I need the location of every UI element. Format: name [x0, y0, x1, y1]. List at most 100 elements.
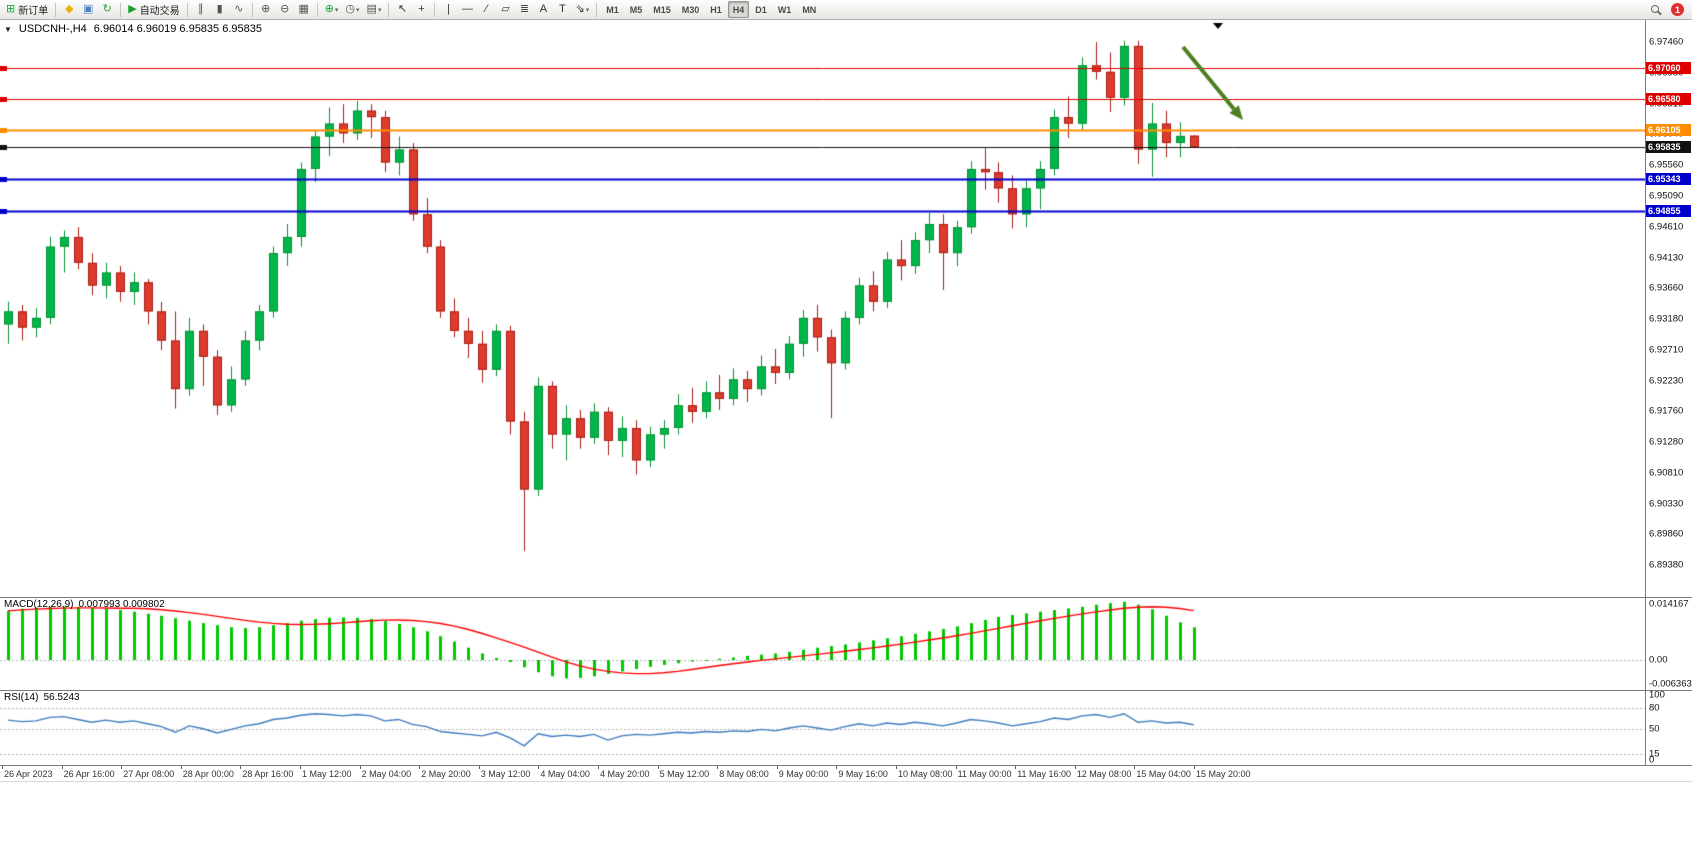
hline-price-tag: 6.97060	[1646, 61, 1691, 74]
time-axis-label: 5 May 12:00	[657, 766, 710, 779]
horizontal-line-icon: —	[461, 3, 473, 15]
rsi-axis-label: 15	[1649, 748, 1660, 760]
price-axis-label: 6.94130	[1649, 252, 1684, 264]
cursor-icon: ↖	[397, 3, 408, 15]
periods-button[interactable]: ◷ ▾	[342, 1, 362, 18]
timeframe-m5-button[interactable]: M5	[629, 4, 643, 15]
zoom-in-button[interactable]: ⊕	[257, 1, 275, 18]
toolbar-separator	[316, 2, 318, 17]
cursor-button[interactable]: ↖	[393, 1, 411, 18]
macd-axis[interactable]: 0.014167 0.00 -0.006363	[1645, 598, 1692, 690]
rsi-axis-label: 100	[1649, 689, 1665, 701]
time-axis-label: 11 May 00:00	[955, 766, 1012, 779]
timeframe-m1-button[interactable]: M1	[606, 4, 619, 15]
time-axis-label: 2 May 04:00	[359, 766, 412, 779]
rsi-canvas[interactable]	[0, 691, 1645, 765]
time-axis-label: 12 May 08:00	[1074, 766, 1132, 779]
search-button[interactable]	[1646, 1, 1670, 18]
candlestick-chart-button[interactable]: ▮	[211, 1, 229, 18]
indicators-button[interactable]: ⊕ ▾	[322, 1, 342, 18]
price-axis-label: 6.89860	[1649, 528, 1684, 540]
trendline-button[interactable]: ∕	[477, 1, 495, 18]
template-icon: ▤	[366, 3, 377, 15]
rsi-panel: RSI(14) 56.5243 100 80 50 15 0	[0, 689, 1692, 766]
templates-button[interactable]: ▤ ▾	[364, 1, 385, 18]
arrows-button[interactable]: ⇘ ▾	[572, 1, 592, 18]
hline-price-tag: 6.96580	[1646, 93, 1691, 105]
price-axis-label: 6.95560	[1649, 159, 1684, 171]
toolbar-separator	[434, 2, 436, 17]
time-axis-label: 4 May 04:00	[538, 766, 590, 779]
zoom-in-icon: ⊕	[261, 3, 271, 15]
macd-canvas[interactable]	[0, 598, 1645, 690]
text-label-button[interactable]: T	[553, 1, 571, 18]
clock-icon: ◷	[345, 3, 356, 15]
fibonacci-icon: ≣	[519, 3, 530, 15]
toolbar: ⊞ 新订单 ◆ ▣ ↻ ▶ 自动交易 ∥ ▮ ∿ ⊕ ⊖ ▦ ⊕ ▾ ◷ ▾ ▤ ▾ ↖ + | — ∕ ▱ ≣ A T ⇘ ▾ M1 M5 M…	[0, 0, 1692, 20]
price-axis-label: 6.91280	[1649, 436, 1684, 448]
time-axis-label: 28 Apr 16:00	[240, 766, 294, 779]
toolbar-separator	[55, 2, 57, 17]
refresh-button[interactable]: ↻	[98, 1, 116, 18]
new-order-button-label: 新订单	[18, 6, 49, 17]
timeframe-d1-button[interactable]: D1	[755, 4, 767, 15]
community-button[interactable]: ◆	[60, 1, 78, 18]
crosshair-icon: +	[418, 3, 425, 15]
hline-price-tag: 6.94855	[1646, 204, 1691, 217]
current-price-tag: 6.95835	[1646, 141, 1691, 154]
tile-windows-icon: ▦	[298, 3, 309, 15]
autotrading-button-label: 自动交易	[139, 6, 180, 17]
window-bottom-area	[0, 782, 1692, 852]
fibonacci-button[interactable]: ≣	[515, 1, 533, 18]
line-chart-button[interactable]: ∿	[230, 1, 248, 18]
one-click-trading-triangle-icon[interactable]: ▼	[4, 24, 12, 34]
time-axis-label: 9 May 16:00	[836, 766, 888, 779]
price-axis-label: 6.93660	[1649, 282, 1684, 294]
autotrading-button[interactable]: ▶ 自动交易	[125, 1, 182, 18]
charts-profile-button[interactable]: ▣	[79, 1, 97, 18]
timeframe-m15-button[interactable]: M15	[653, 4, 671, 15]
timeframe-h4-button[interactable]: H4	[727, 1, 750, 18]
tile-windows-button[interactable]: ▦	[295, 1, 313, 18]
macd-axis-label: 0.014167	[1649, 598, 1689, 610]
timeframe-h1-button[interactable]: H1	[710, 4, 722, 15]
chevron-down-icon: ▾	[377, 6, 382, 14]
price-axis-label: 6.94610	[1649, 221, 1684, 233]
timeframe-mn-button[interactable]: MN	[802, 4, 817, 15]
price-axis-label: 6.93180	[1649, 313, 1684, 325]
new-order-button[interactable]: ⊞ 新订单	[3, 1, 51, 18]
horizontal-line-button[interactable]: —	[458, 1, 476, 18]
channel-button[interactable]: ▱	[496, 1, 514, 18]
timeframe-w1-button[interactable]: W1	[777, 4, 792, 15]
zoom-out-button[interactable]: ⊖	[276, 1, 294, 18]
macd-plot[interactable]: MACD(12,26,9) 0.007993 0.009802	[0, 598, 1645, 690]
notification-badge[interactable]: 1	[1671, 3, 1684, 16]
time-axis-label: 26 Apr 2023	[2, 766, 53, 779]
price-axis-label: 6.92230	[1649, 375, 1684, 387]
time-axis-label: 15 May 20:00	[1194, 766, 1251, 779]
timeframe-m30-button[interactable]: M30	[681, 4, 700, 15]
time-axis[interactable]: 26 Apr 2023 26 Apr 16:00 27 Apr 08:00 28 Ap…	[0, 766, 1692, 782]
indicators-icon: ⊕	[324, 3, 334, 15]
price-axis[interactable]: 6.974606.969806.965106.960406.955606.950…	[1645, 20, 1692, 597]
time-axis-label: 28 Apr 00:00	[180, 766, 234, 779]
hline-price-tag: 6.96105	[1646, 123, 1691, 136]
price-axis-label: 6.95090	[1649, 190, 1684, 201]
main-chart[interactable]: ▼ USDCNH-,H4 6.96014 6.96019 6.95835 6.9…	[0, 20, 1645, 597]
new-order-icon: ⊞	[6, 3, 16, 15]
time-axis-label: 9 May 00:00	[776, 766, 829, 779]
time-axis-label: 4 May 20:00	[598, 766, 650, 779]
crosshair-button[interactable]: +	[412, 1, 430, 18]
price-chart-canvas[interactable]	[0, 20, 1645, 597]
text-button[interactable]: A	[534, 1, 552, 18]
hline-price-tag: 6.95343	[1646, 173, 1691, 186]
main-chart-row: ▼ USDCNH-,H4 6.96014 6.96019 6.95835 6.9…	[0, 20, 1692, 598]
time-axis-label: 1 May 12:00	[300, 766, 352, 779]
rsi-plot[interactable]: RSI(14) 56.5243	[0, 691, 1645, 765]
chevron-down-icon: ▾	[334, 6, 339, 14]
vertical-line-button[interactable]: |	[439, 1, 457, 18]
rsi-axis[interactable]: 100 80 50 15 0	[1645, 689, 1692, 766]
bar-chart-button[interactable]: ∥	[192, 1, 210, 18]
time-axis-label: 27 Apr 08:00	[121, 766, 175, 779]
